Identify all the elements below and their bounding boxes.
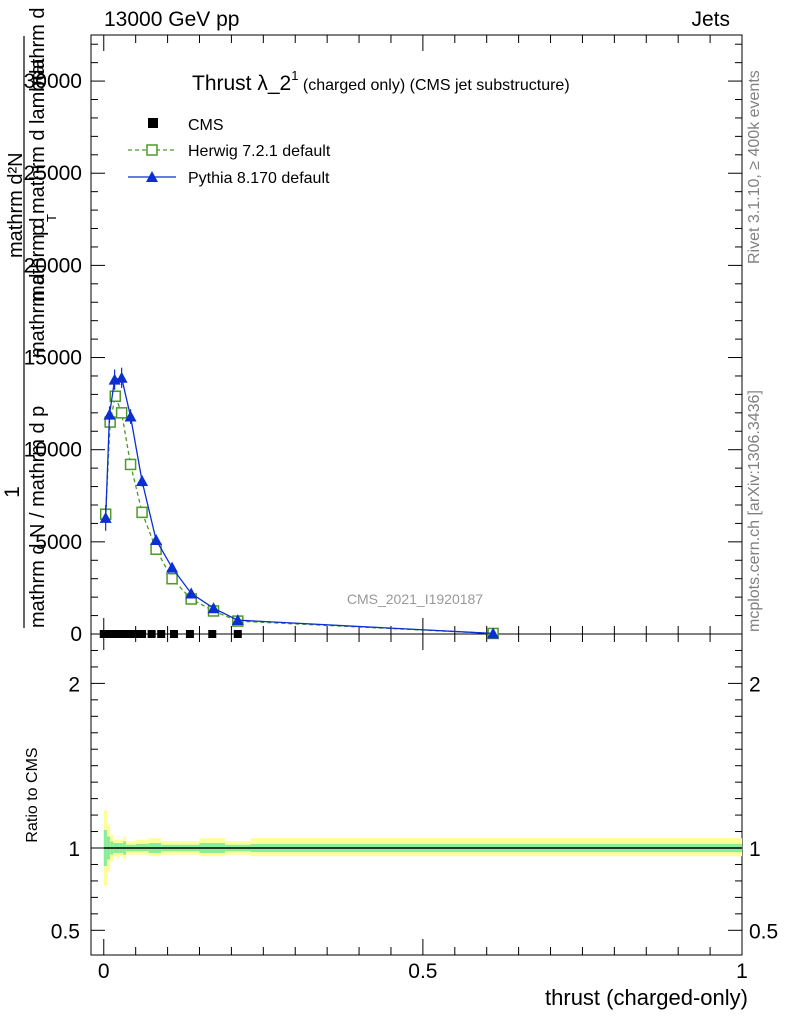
y-label-one: 1: [1, 486, 24, 498]
y-label-fragment-d3: mathrm d: [27, 8, 49, 92]
x-axis-label: thrust (charged-only): [545, 985, 748, 1010]
ratio-y-tick-label-right: 1: [749, 838, 761, 861]
plot-title-superscript: 1: [291, 68, 298, 83]
y-label-fragment-d1: mathrm d: [27, 274, 49, 358]
cms-point: [131, 630, 140, 638]
legend-marker-pythia: [146, 171, 158, 182]
main-y-tick-label: 10000: [24, 439, 82, 462]
ratio-y-tick-label: 0.5: [51, 920, 80, 943]
header-category-label: Jets: [691, 8, 730, 31]
pythia-point: [207, 602, 220, 614]
herwig-point: [109, 390, 122, 402]
analysis-watermark: CMS_2021_I1920187: [347, 591, 483, 607]
pythia-point: [136, 475, 149, 487]
main-y-tick-label: 15000: [24, 347, 82, 370]
pythia-point: [150, 534, 163, 546]
legend-label-pythia: Pythia 8.170 default: [188, 170, 330, 187]
herwig-point: [115, 407, 128, 419]
plot-title-rest: (charged only) (CMS jet substructure): [298, 77, 569, 94]
cms-point: [125, 630, 134, 638]
x-tick-label: 0.5: [408, 960, 437, 983]
data-series: [99, 367, 500, 640]
y-label-denominator: mathrm d N / mathrm d p: [27, 406, 49, 628]
pythia-point: [231, 614, 244, 626]
pythia-point: [103, 408, 116, 420]
y-label-fragment-p: p: [27, 225, 49, 236]
cms-point: [112, 630, 121, 638]
pythia-point: [124, 410, 137, 422]
cms-point: [106, 630, 115, 638]
plot-title-main: Thrust λ_2: [192, 72, 291, 95]
main-y-tick-label: 5000: [35, 531, 82, 554]
cms-point: [99, 630, 108, 638]
cms-point: [233, 630, 242, 638]
ratio-y-tick-label: 2: [68, 673, 80, 696]
ratio-y-tick-label: 1: [68, 838, 80, 861]
legend: CMS Herwig 7.2.1 default Pythia 8.170 de…: [128, 117, 331, 187]
cms-point: [147, 630, 156, 638]
y-label-numerator: mathrm d²N: [5, 152, 27, 258]
herwig-point: [136, 506, 148, 519]
pythia-point: [487, 627, 500, 639]
cms-point: [185, 630, 194, 638]
ratio-y-ticks: 0.5 0.5 1 1 2 2: [51, 649, 778, 943]
x-ticks: 0 0.5 1: [98, 35, 748, 983]
cms-point: [208, 630, 217, 638]
legend-label-cms: CMS: [188, 117, 224, 134]
pythia-point: [166, 561, 179, 573]
legend-marker-herwig: [146, 144, 158, 156]
y-label-fragment-t: T: [44, 214, 59, 222]
legend-label-herwig: Herwig 7.2.1 default: [188, 143, 331, 160]
cms-point: [169, 630, 178, 638]
x-tick-label: 1: [736, 960, 748, 983]
cms-point: [157, 630, 166, 638]
main-y-tick-label: 0: [70, 623, 82, 646]
main-y-tick-label: 25000: [24, 162, 82, 185]
main-y-axis-label: 1 mathrm d N / mathrm d p mathrm d mathr…: [1, 8, 59, 628]
y-label-fragment-lambda: mathrm d lambda: [27, 58, 49, 214]
pythia-point: [185, 587, 198, 599]
cms-point: [138, 630, 147, 638]
main-y-ticks: 0 5000 10000 15000 20000 25000 30000: [24, 43, 742, 646]
legend-marker-cms: [148, 118, 158, 128]
header-process-label: 13000 GeV pp: [104, 8, 240, 31]
cms-point: [118, 630, 127, 638]
ratio-y-tick-label-right: 2: [749, 673, 761, 696]
ratio-panel-frame: [90, 633, 743, 956]
pythia-point: [115, 371, 128, 383]
herwig-point: [166, 572, 178, 585]
ratio-y-axis-label: Ratio to CMS: [24, 747, 41, 842]
herwig-point: [124, 458, 137, 471]
main-y-tick-label: 30000: [24, 70, 82, 93]
x-tick-label: 0: [98, 960, 110, 983]
main-y-tick-label: 20000: [24, 254, 82, 277]
y-label-fragment-d2: mathrm d: [27, 218, 49, 302]
plot-title: Thrust λ_21 (charged only) (CMS jet subs…: [192, 68, 570, 95]
pythia-point: [99, 511, 112, 523]
ratio-y-tick-label-right: 0.5: [749, 920, 778, 943]
